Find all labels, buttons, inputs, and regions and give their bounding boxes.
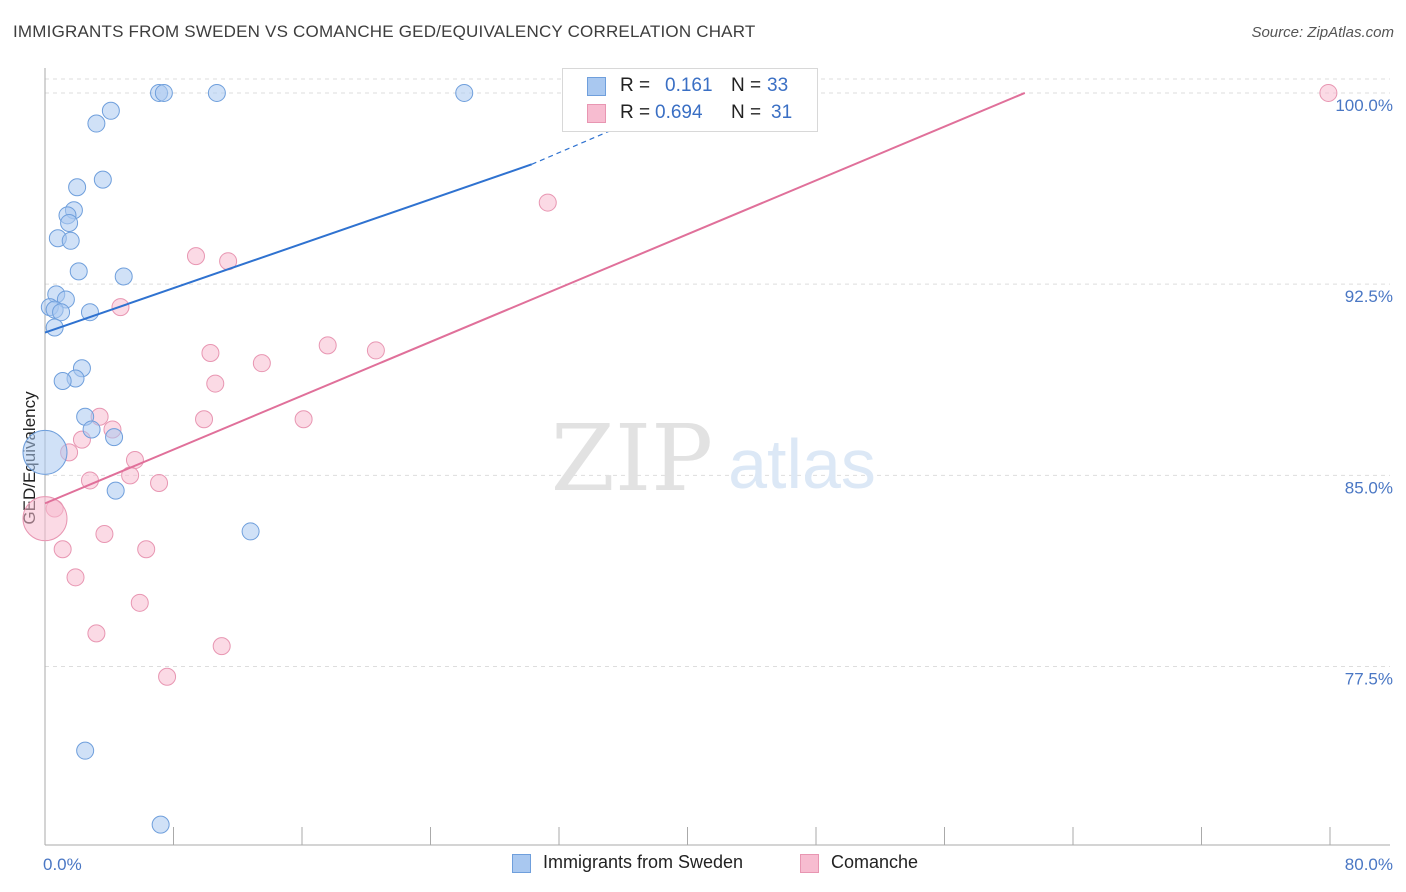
comanche-point: [186, 247, 205, 266]
sweden-trend-extension: [531, 128, 616, 165]
comanche-point: [137, 540, 156, 559]
legend-n-value: 33: [767, 75, 789, 96]
grid-lines: [45, 78, 1390, 668]
x-tick-label: 0.0%: [43, 855, 82, 874]
sweden-point: [154, 83, 173, 102]
legend-r-label: R =: [620, 75, 651, 96]
sweden-point: [68, 178, 87, 197]
comanche-point: [1319, 83, 1338, 102]
comanche-point: [212, 637, 231, 656]
sweden-point: [87, 114, 106, 133]
comanche-point: [318, 336, 337, 355]
comanche-point: [53, 540, 72, 559]
y-tick-label: 92.5%: [1345, 287, 1393, 306]
y-tick-labels: 77.5% 85.0% 92.5% 100.0%: [1335, 96, 1393, 689]
sweden-points: [22, 83, 474, 834]
comanche-point: [66, 568, 85, 587]
sweden-point: [52, 303, 71, 322]
source-label: Source: ZipAtlas.com: [1251, 24, 1394, 41]
sweden-point: [60, 213, 79, 232]
chart-title: IMMIGRANTS FROM SWEDEN VS COMANCHE GED/E…: [13, 22, 756, 41]
comanche-point: [87, 624, 106, 643]
sweden-point: [455, 83, 474, 102]
sweden-point: [69, 262, 88, 281]
comanche-point: [150, 473, 169, 492]
comanche-swatch: [587, 104, 606, 123]
comanche-point: [538, 193, 557, 212]
comanche-point: [130, 593, 149, 612]
sweden-point: [241, 522, 260, 541]
comanche-point: [366, 341, 385, 360]
x-tick-label: 80.0%: [1345, 855, 1393, 874]
sweden-point: [105, 428, 124, 447]
trend-lines: [44, 92, 1026, 505]
y-tick-label: 77.5%: [1345, 670, 1393, 689]
sweden-point: [53, 372, 72, 391]
sweden-point: [61, 231, 80, 250]
comanche-point: [201, 343, 220, 362]
legend-n-label: N =: [731, 75, 762, 96]
comanche-points: [22, 83, 1338, 686]
legend-r-value: 0.694: [655, 102, 703, 123]
sweden-point: [106, 481, 125, 500]
sweden-point: [101, 101, 120, 120]
comanche-trend-line: [44, 92, 1026, 505]
sweden-swatch: [587, 77, 606, 96]
sweden-point: [82, 420, 101, 439]
legend-label-comanche: Comanche: [831, 852, 919, 872]
correlation-legend: R = 0.161 N = 33 R = 0.694 N = 31: [562, 68, 818, 132]
x-tick-labels: 0.0% 80.0%: [43, 855, 1393, 874]
sweden-point: [93, 170, 112, 189]
sweden-swatch: [512, 854, 531, 873]
legend-n-label: N =: [731, 102, 762, 123]
comanche-point: [294, 410, 313, 429]
sweden-point: [76, 741, 95, 760]
sweden-point: [151, 815, 170, 834]
comanche-swatch: [800, 854, 819, 873]
sweden-trend-line: [44, 163, 533, 334]
comanche-point: [95, 524, 114, 543]
sweden-point: [114, 267, 133, 286]
comanche-point: [252, 354, 271, 373]
y-tick-label: 100.0%: [1335, 96, 1393, 115]
legend-label-sweden: Immigrants from Sweden: [543, 852, 744, 872]
watermark-zip: ZIP: [551, 405, 713, 512]
sweden-point: [22, 429, 68, 475]
legend-n-value: 31: [771, 102, 793, 123]
comanche-point: [195, 410, 214, 429]
comanche-point: [22, 496, 68, 542]
watermark-atlas: atlas: [728, 425, 876, 503]
comanche-point: [206, 374, 225, 393]
comanche-point: [158, 667, 177, 686]
legend-r-label: R =: [620, 102, 651, 123]
y-tick-label: 85.0%: [1345, 478, 1393, 497]
axes: [44, 68, 1390, 846]
sweden-point: [207, 83, 226, 102]
series-legend: Immigrants from Sweden Comanche: [0, 852, 1406, 878]
legend-r-value: 0.161: [665, 75, 713, 96]
